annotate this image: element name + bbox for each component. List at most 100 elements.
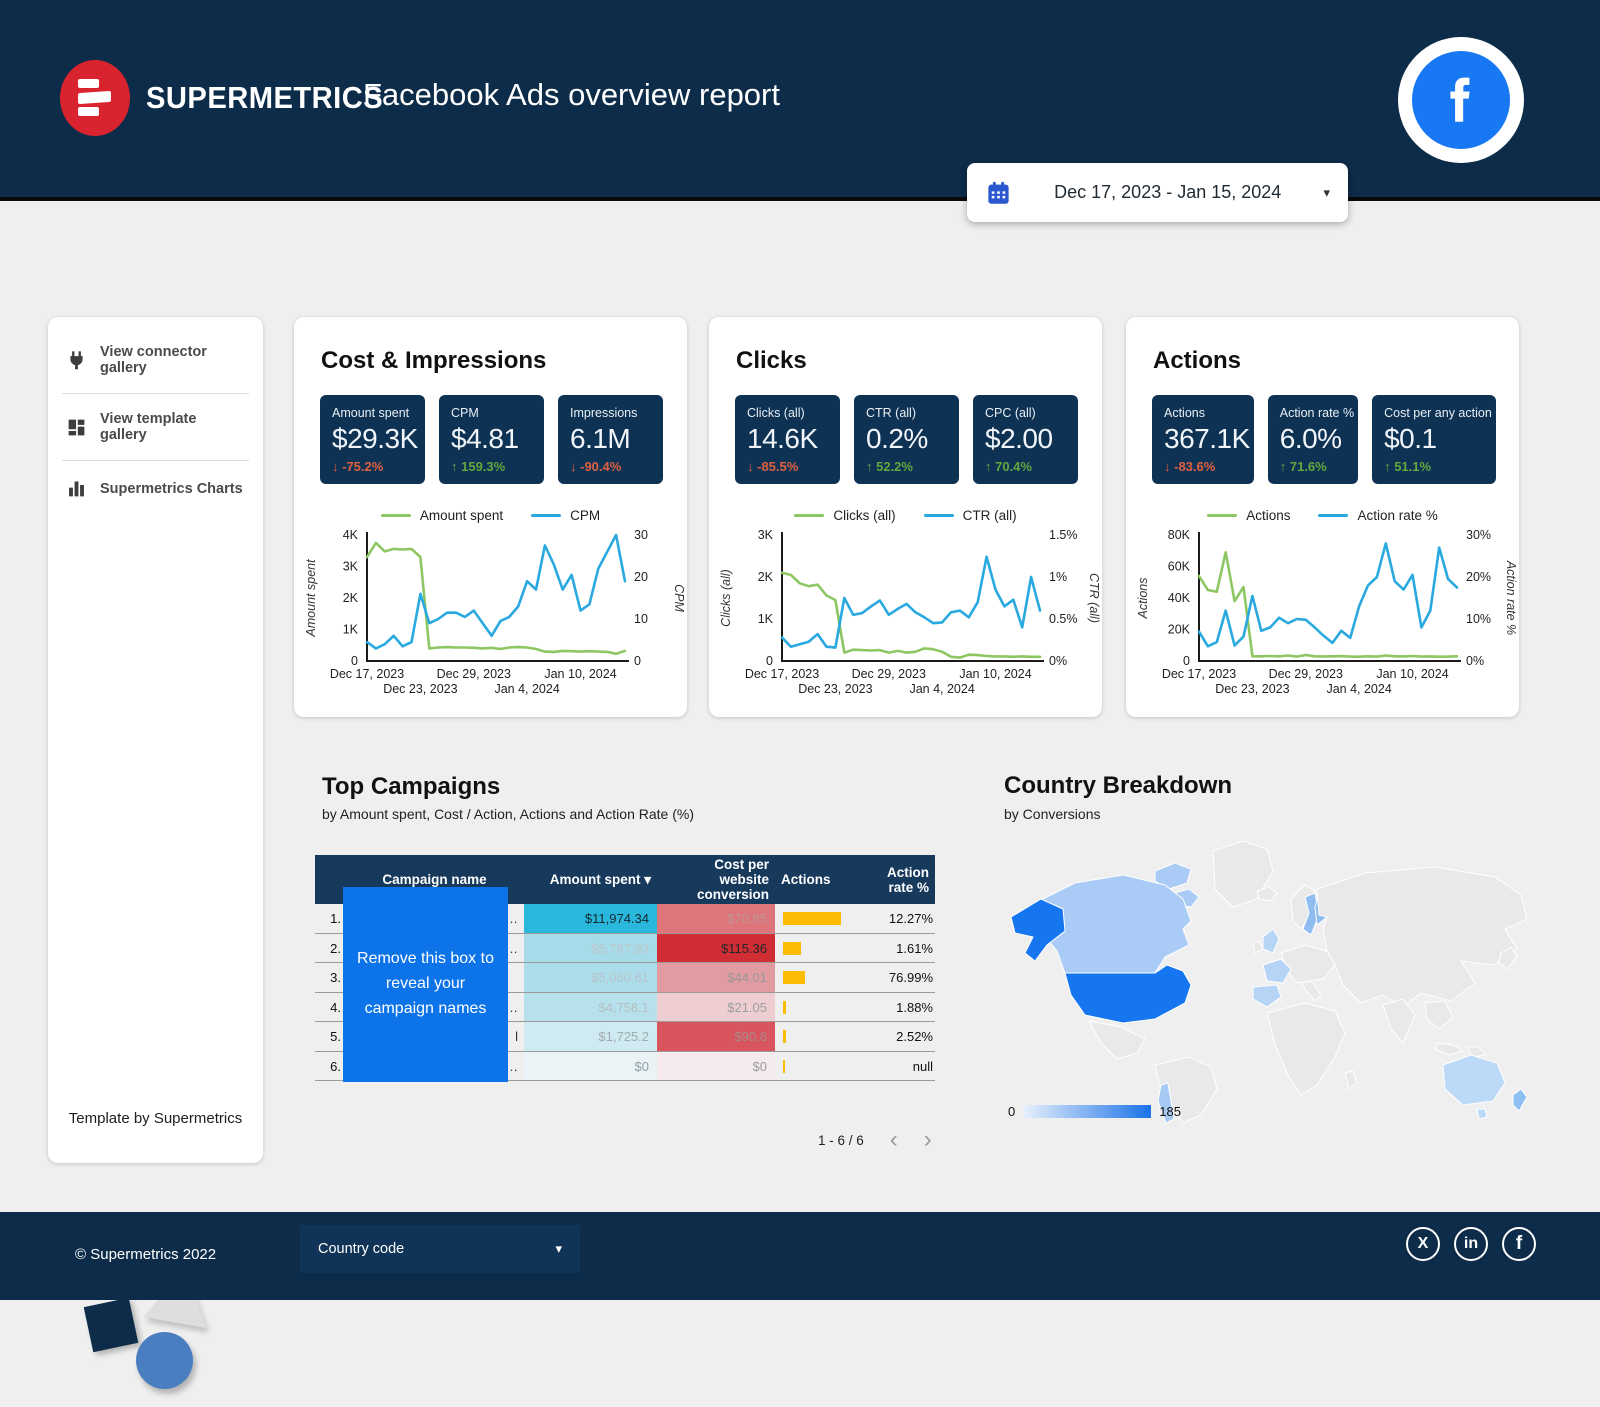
kpi-delta: ↑ 70.4% (985, 459, 1032, 474)
cost-per-conversion-cell: $115.36 (657, 933, 775, 963)
country-iceland (1256, 886, 1278, 902)
actions-bar-cell (775, 904, 857, 933)
cost-impressions-card: Cost & Impressions Amount spent $29.3K ↓… (294, 317, 687, 717)
svg-text:Jan 4, 2024: Jan 4, 2024 (909, 682, 974, 696)
social-links: X in f (1406, 1227, 1536, 1261)
template-gallery-icon (68, 419, 85, 435)
date-range-picker[interactable]: Dec 17, 2023 - Jan 15, 2024 ▾ (967, 163, 1348, 222)
clicks-chart: 0 1K 2K 3K 0% 0.5% 1% 1.5% Dec 17, 2023 Dec 23, 2… (711, 527, 1102, 703)
kpi-value: $2.00 (985, 423, 1053, 454)
legend-item: CTR (all) (923, 508, 1017, 523)
kpi-value: 14.6K (747, 423, 818, 454)
card-title: Clicks (736, 347, 807, 374)
chevron-left-icon[interactable]: ‹ (889, 1126, 898, 1153)
sidebar-item-template-gallery[interactable]: View template gallery (62, 393, 249, 460)
kpi-row: Clicks (all) 14.6K ↓ -85.5% CTR (all) 0.… (735, 395, 1078, 484)
row-index: 4. (330, 999, 341, 1015)
legend-item: CPM (531, 508, 600, 523)
kpi-value: $0.1 (1384, 423, 1437, 454)
sidebar-item-supermetrics-charts[interactable]: Supermetrics Charts (62, 460, 249, 516)
kpi-value: 6.1M (570, 423, 631, 454)
actions-bar-cell (775, 963, 857, 992)
bar-chart-icon (69, 481, 84, 497)
table-pagination: 1 - 6 / 6 ‹ › (818, 1128, 932, 1152)
svg-text:30: 30 (634, 528, 648, 542)
legend-gradient (1023, 1105, 1152, 1118)
facebook-icon (1412, 51, 1510, 149)
country-breakdown-title: Country Breakdown (1004, 772, 1233, 799)
svg-text:0: 0 (1183, 654, 1190, 668)
country-chile (1157, 1082, 1175, 1124)
svg-text:0: 0 (634, 654, 641, 668)
action-rate-cell: 76.99% (888, 970, 933, 986)
sidebar-item-connector-gallery[interactable]: View connector gallery (62, 327, 249, 393)
svg-text:Jan 4, 2024: Jan 4, 2024 (1326, 682, 1391, 696)
sidebar-item-label: Supermetrics Charts (100, 480, 243, 497)
country-code-dropdown[interactable]: Country code ▾ (300, 1225, 580, 1273)
action-rate-cell: 1.61% (896, 940, 933, 956)
svg-text:2K: 2K (342, 591, 358, 605)
legend-item: Action rate % (1318, 508, 1438, 523)
date-range-value: Dec 17, 2023 - Jan 15, 2024 (1054, 182, 1282, 202)
svg-text:Amount spent: Amount spent (304, 559, 318, 638)
chart-legend: Actions Action rate % (1126, 508, 1519, 523)
svg-text:CPM: CPM (672, 584, 686, 612)
sidebar: View connector gallery View template gal… (48, 317, 263, 1389)
legend-max: 185 (1159, 1104, 1181, 1119)
kpi-label: Clicks (all) (747, 406, 805, 420)
svg-text:Dec 23, 2023: Dec 23, 2023 (383, 682, 457, 696)
campaign-name-cell: … (505, 940, 518, 956)
country-madagascar (1344, 1070, 1358, 1090)
svg-text:20: 20 (634, 570, 648, 584)
facebook-link-icon[interactable]: f (1502, 1227, 1536, 1261)
amount-spent-cell: $11,974.34 (524, 904, 657, 933)
facebook-badge (1398, 37, 1524, 163)
campaign-names-overlay[interactable]: Remove this box to reveal your campaign … (343, 887, 508, 1082)
kpi-tile: Cost per any action $0.1 ↑ 51.1% (1372, 395, 1496, 484)
kpi-delta: ↑ 159.3% (451, 459, 506, 474)
x-twitter-icon[interactable]: X (1406, 1227, 1440, 1261)
legend-item: Actions (1207, 508, 1290, 523)
country-australia (1442, 1054, 1506, 1106)
kpi-tile: Amount spent $29.3K ↓ -75.2% (320, 395, 425, 484)
top-campaigns-subtitle: by Amount spent, Cost / Action, Actions … (322, 806, 694, 822)
country-canada (1034, 874, 1192, 974)
sort-caret-icon: ▾ (644, 872, 651, 888)
actions-bar-cell (775, 993, 857, 1022)
table-row: 5. l $1,725.2 $90.8 2.52% (315, 1022, 935, 1052)
kpi-label: CPC (all) (985, 406, 1036, 420)
page-title: Facebook Ads overview report (363, 77, 780, 112)
kpi-row: Actions 367.1K ↓ -83.6% Action rate % 6.… (1152, 395, 1496, 484)
linkedin-icon[interactable]: in (1454, 1227, 1488, 1261)
circle-shape (136, 1332, 193, 1389)
svg-text:Dec 23, 2023: Dec 23, 2023 (798, 682, 872, 696)
arrow-down-icon: ↓ (1164, 459, 1171, 474)
campaign-name-cell: … (505, 911, 518, 927)
arrow-up-icon: ↑ (451, 459, 458, 474)
chevron-down-icon: ▾ (555, 1241, 562, 1256)
svg-text:1K: 1K (342, 623, 358, 637)
arrow-up-icon: ↑ (985, 459, 992, 474)
col-cost-per-conversion: Cost per website conversion (696, 857, 769, 903)
overlay-text: Remove this box to reveal your campaign … (357, 950, 494, 1017)
amount-spent-cell: $1,725.2 (524, 1022, 657, 1051)
actions-bar-cell (775, 1022, 857, 1051)
country-new-zealand (1512, 1088, 1528, 1112)
col-amount-spent-sort[interactable]: Amount spent ▾ (549, 872, 651, 888)
sidebar-item-label: View template gallery (100, 411, 197, 443)
svg-text:Jan 10, 2024: Jan 10, 2024 (1376, 667, 1448, 681)
chevron-right-icon[interactable]: › (923, 1126, 932, 1153)
svg-text:Action rate %: Action rate % (1504, 560, 1518, 635)
kpi-tile: Impressions 6.1M ↓ -90.4% (558, 395, 663, 484)
legend-min: 0 (1008, 1104, 1016, 1119)
country-canada-islands (1154, 862, 1192, 890)
actions-bar-cell (775, 934, 857, 963)
cost-per-conversion-cell: $21.05 (657, 992, 775, 1022)
row-index: 6. (330, 1058, 341, 1074)
actions-chart: 0 20K 40K 60K 80K 0% 10% 20% 30% Dec 17, 2023 Dec … (1128, 527, 1519, 703)
country-india (1382, 998, 1416, 1044)
country-mexico (1088, 1020, 1146, 1060)
table-row: 1. … $11,974.34 $70.85 12.27% (315, 904, 935, 934)
country-uk (1262, 928, 1280, 954)
kpi-tile: CTR (all) 0.2% ↑ 52.2% (854, 395, 959, 484)
